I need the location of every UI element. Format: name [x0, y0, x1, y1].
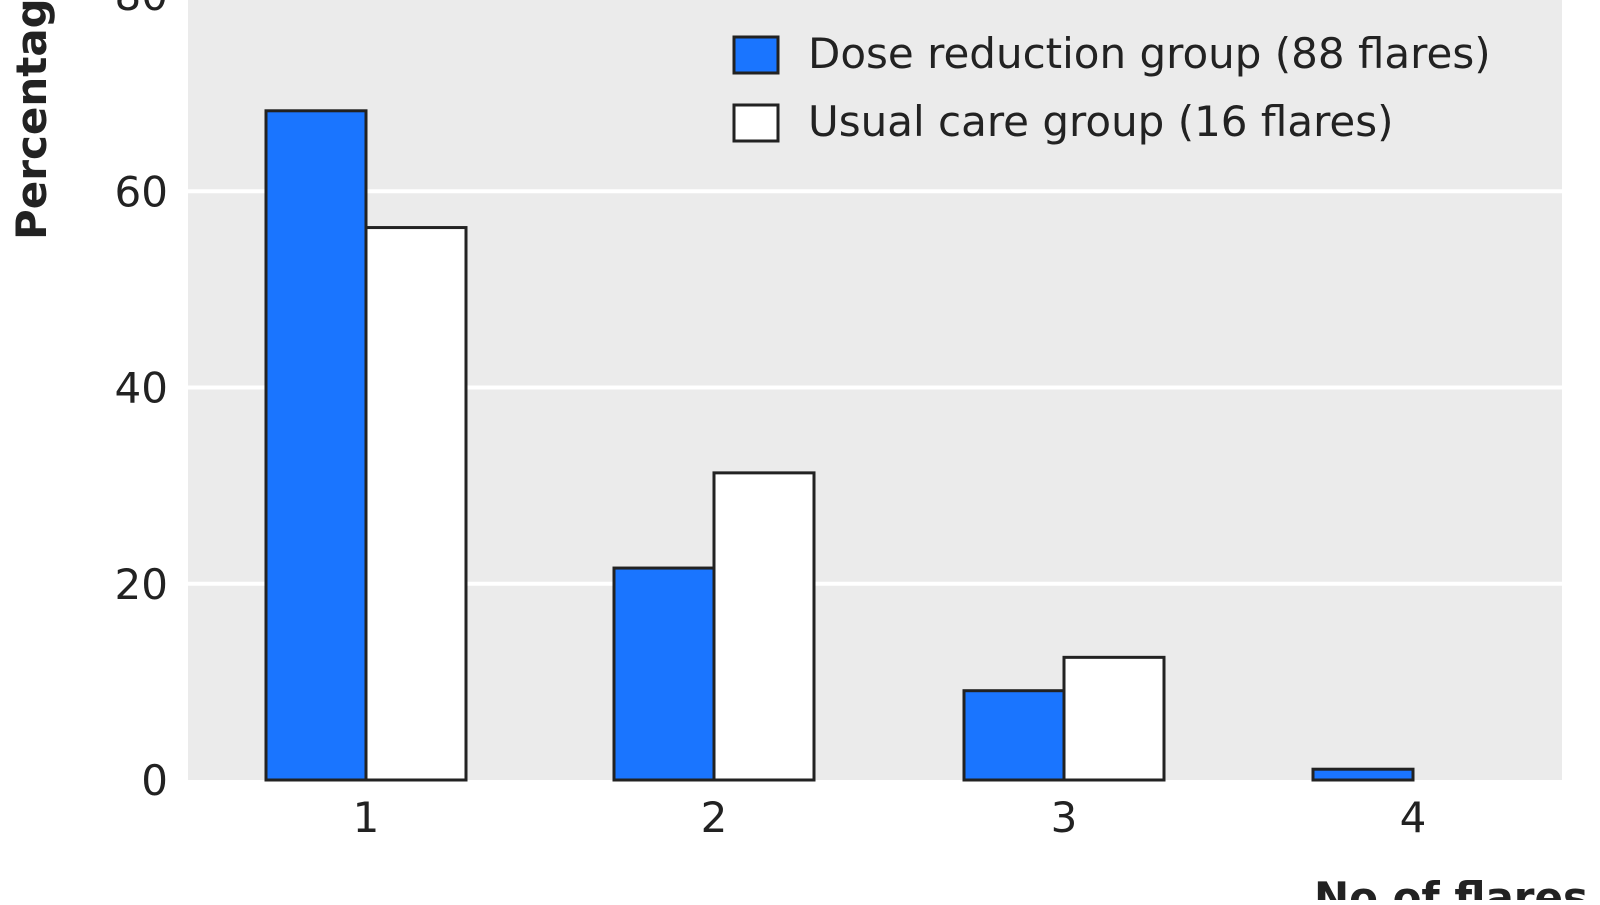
- bar-usual-care-2: [712, 471, 816, 782]
- legend-swatch-dose-reduction: [732, 35, 780, 75]
- legend: Dose reduction group (88 flares) Usual ca…: [732, 29, 1491, 146]
- x-tick-label-4: 4: [1400, 793, 1427, 842]
- legend-label-dose-reduction: Dose reduction group (88 flares): [808, 29, 1491, 78]
- bars: [264, 109, 1415, 782]
- x-tick-label-2: 2: [701, 793, 728, 842]
- x-axis-ticks: 1 2 3 4: [353, 793, 1427, 842]
- bar-usual-care-3: [1062, 655, 1166, 782]
- legend-label-usual-care: Usual care group (16 flares): [808, 97, 1394, 146]
- x-axis-label: No of flares: [1314, 873, 1588, 900]
- y-axis-label: Percentage: [7, 0, 56, 240]
- bar-usual-care-1: [364, 226, 468, 782]
- y-tick-label-80: 80: [115, 0, 168, 20]
- x-tick-label-3: 3: [1051, 793, 1078, 842]
- bar-dose-reduction-2: [612, 566, 716, 782]
- y-tick-label-20: 20: [115, 560, 168, 609]
- x-tick-label-1: 1: [353, 793, 380, 842]
- y-tick-label-40: 40: [115, 364, 168, 413]
- bar-dose-reduction-3: [962, 689, 1066, 782]
- legend-swatch-usual-care: [732, 103, 780, 143]
- y-tick-label-60: 60: [115, 167, 168, 216]
- bar-dose-reduction-1: [264, 109, 368, 782]
- y-tick-label-0: 0: [141, 756, 168, 805]
- y-axis-ticks: 0 20 40 60 80: [115, 0, 168, 805]
- bar-dose-reduction-4: [1311, 767, 1415, 782]
